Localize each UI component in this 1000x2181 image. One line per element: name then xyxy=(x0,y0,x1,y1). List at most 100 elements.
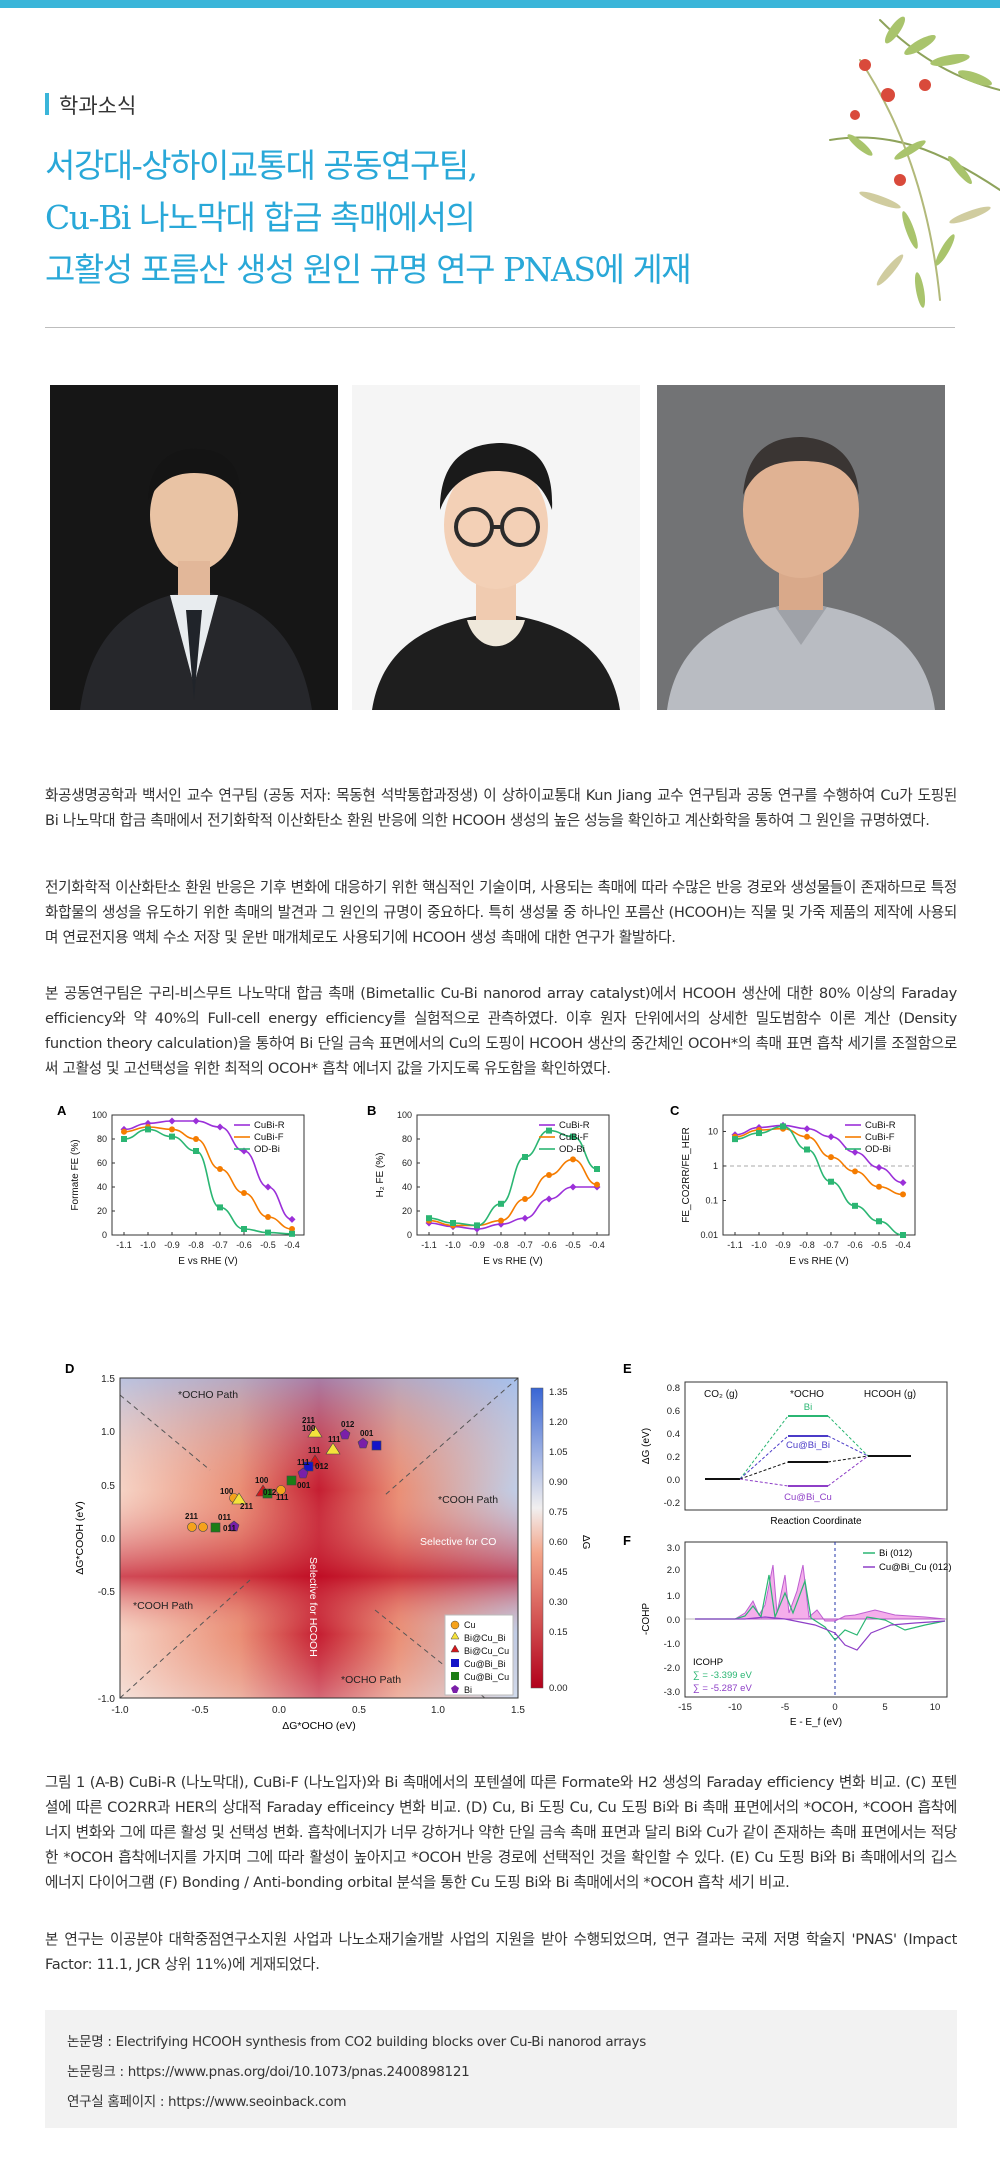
acknowledgement: 본 연구는 이공분야 대학중점연구소지원 사업과 나노소재기술개발 사업의 지원… xyxy=(45,1931,957,1973)
y-axis-label: H₂ FE (%) xyxy=(375,1153,386,1198)
data-point xyxy=(851,1148,859,1156)
region-label-selective-co: Selective for CO xyxy=(420,1536,496,1548)
data-point xyxy=(193,1148,199,1154)
data-point xyxy=(289,1230,295,1237)
y-tick-label: 0 xyxy=(407,1230,412,1240)
d-xtick-2: -0.5 xyxy=(191,1705,209,1716)
f-ytick-6: -2.0 xyxy=(664,1663,680,1674)
f-ytick-1: 3.0 xyxy=(667,1543,680,1554)
series-line-od-bi xyxy=(123,1128,293,1235)
data-point xyxy=(594,1181,600,1188)
panel-label-b: B xyxy=(367,1105,376,1118)
x-tick-label: -0.6 xyxy=(847,1240,863,1250)
article-title: 서강대-상하이교통대 공동연구팀, Cu-Bi 나노막대 합금 촉매에서의 고활… xyxy=(45,140,805,296)
data-point xyxy=(521,1214,529,1222)
plot-frame xyxy=(722,1114,916,1236)
cbar-tick-6: 0.60 xyxy=(549,1537,568,1548)
data-point xyxy=(192,1117,200,1125)
d-pt-label-13: 100 xyxy=(220,1487,234,1496)
y-axis-label: FE_CO2RR/FE_HER xyxy=(681,1127,692,1223)
paragraph-1: 화공생명공학과 백서인 교수 연구팀 (공동 저자: 목동현 석박통합과정생) … xyxy=(45,787,957,829)
x-tick-label: -1.1 xyxy=(727,1240,743,1250)
y-tick-label: 0.01 xyxy=(700,1230,718,1240)
data-point xyxy=(450,1220,456,1226)
legend-label: OD-Bi xyxy=(254,1144,280,1155)
x-tick-label: -0.9 xyxy=(775,1240,791,1250)
paragraph-3: 본 공동연구팀은 구리-비스무트 나노막대 합금 촉매 (Bimetallic … xyxy=(45,985,957,1077)
data-point xyxy=(265,1229,271,1236)
d-xtick-3: 0.0 xyxy=(272,1705,286,1716)
cbar-tick-2: 1.20 xyxy=(549,1417,568,1428)
d-point-cu-4 xyxy=(198,1522,208,1532)
region-label-cooh-left: *COOH Path xyxy=(133,1600,193,1612)
f-ytick-2: 2.0 xyxy=(667,1565,680,1576)
d-point-bi-4 xyxy=(228,1520,240,1532)
d-legend-bi: Bi xyxy=(464,1685,472,1695)
data-point xyxy=(474,1222,480,1229)
f-xtick-3: -5 xyxy=(781,1702,789,1713)
data-point xyxy=(217,1166,223,1172)
d-ytick-1: 1.5 xyxy=(101,1374,115,1385)
f-ylabel: -COHP xyxy=(641,1603,652,1636)
d-pt-label-6: 111 xyxy=(308,1446,321,1455)
x-axis-label: E vs RHE (V) xyxy=(789,1256,848,1267)
title-line-2: Cu-Bi 나노막대 합금 촉매에서의 xyxy=(45,198,476,237)
data-point xyxy=(265,1214,271,1220)
y-tick-label: 80 xyxy=(402,1134,412,1144)
f-ytick-4: 0.0 xyxy=(667,1615,680,1626)
region-label-cooh-right: *COOH Path xyxy=(438,1494,498,1506)
x-axis-label: E vs RHE (V) xyxy=(483,1256,542,1267)
f-xtick-2: -10 xyxy=(728,1702,742,1713)
legend-label: CuBi-F xyxy=(865,1132,895,1143)
researcher-photo-2 xyxy=(352,385,640,710)
data-point xyxy=(569,1183,577,1191)
d-pt-label-12: 001 xyxy=(297,1481,311,1490)
e-level-bi: Bi xyxy=(804,1402,812,1413)
f-ytick-5: -1.0 xyxy=(664,1639,680,1650)
data-point xyxy=(803,1125,811,1133)
data-point xyxy=(522,1196,528,1202)
e-state-co2: CO₂ (g) xyxy=(704,1389,738,1400)
data-point xyxy=(900,1232,906,1238)
d-pt-label-5: 111 xyxy=(328,1435,341,1444)
x-tick-label: -0.6 xyxy=(236,1240,252,1250)
d-point-cu-1 xyxy=(276,1485,286,1495)
lab-homepage-link[interactable]: 연구실 홈페이지 : https://www.seoinback.com xyxy=(67,2094,347,2110)
y-tick-label: 20 xyxy=(97,1206,107,1216)
data-point xyxy=(241,1190,247,1196)
panel-label-e: E xyxy=(623,1361,632,1376)
legend-label: CuBi-F xyxy=(559,1132,589,1143)
x-tick-label: -0.9 xyxy=(164,1240,180,1250)
chart-c-fe-ratio: 0.01 0.1 1 10 -1.1 -1.0 -0.9 -0.8 -0.7 -0.6 -0.5 -0… xyxy=(681,1114,916,1267)
d-legend-bi-cu-bi: Bi@Cu_Bi xyxy=(464,1633,506,1643)
d-xtick-6: 1.5 xyxy=(511,1705,525,1716)
data-point xyxy=(876,1218,882,1225)
e-ytick-6: -0.2 xyxy=(664,1498,680,1509)
d-pt-label-9: 100 xyxy=(255,1476,269,1485)
x-tick-label: -1.0 xyxy=(140,1240,156,1250)
x-tick-label: -0.5 xyxy=(565,1240,581,1250)
cbar-tick-1: 1.35 xyxy=(549,1387,568,1398)
d-pt-label-17: 011 xyxy=(223,1524,236,1533)
d-pt-label-16: 011 xyxy=(218,1513,231,1522)
cbar-tick-8: 0.30 xyxy=(549,1597,568,1608)
d-legend-cu-bi-cu: Cu@Bi_Cu xyxy=(464,1672,509,1682)
d-ylabel: ΔG*COOH (eV) xyxy=(74,1501,86,1575)
paper-link[interactable]: 논문링크 : https://www.pnas.org/doi/10.1073/… xyxy=(67,2064,470,2080)
f-xlabel: E - E_f (eV) xyxy=(790,1717,842,1728)
e-state-hcooh: HCOOH (g) xyxy=(864,1389,916,1400)
y-tick-label: 0 xyxy=(102,1230,107,1240)
data-point xyxy=(852,1202,858,1209)
legend-label: CuBi-R xyxy=(559,1120,590,1131)
d-pt-label-2: 001 xyxy=(360,1429,374,1438)
y-tick-label: 10 xyxy=(708,1126,718,1136)
x-tick-label: -0.6 xyxy=(541,1240,557,1250)
data-point xyxy=(169,1126,175,1133)
d-pt-label-8: 111 xyxy=(297,1458,310,1467)
e-ytick-2: 0.6 xyxy=(667,1406,680,1417)
f-xtick-6: 10 xyxy=(930,1702,941,1713)
y-tick-label: 40 xyxy=(402,1182,412,1192)
plot-frame xyxy=(416,1114,610,1236)
legend-label: CuBi-R xyxy=(865,1120,896,1131)
data-point xyxy=(827,1133,835,1141)
